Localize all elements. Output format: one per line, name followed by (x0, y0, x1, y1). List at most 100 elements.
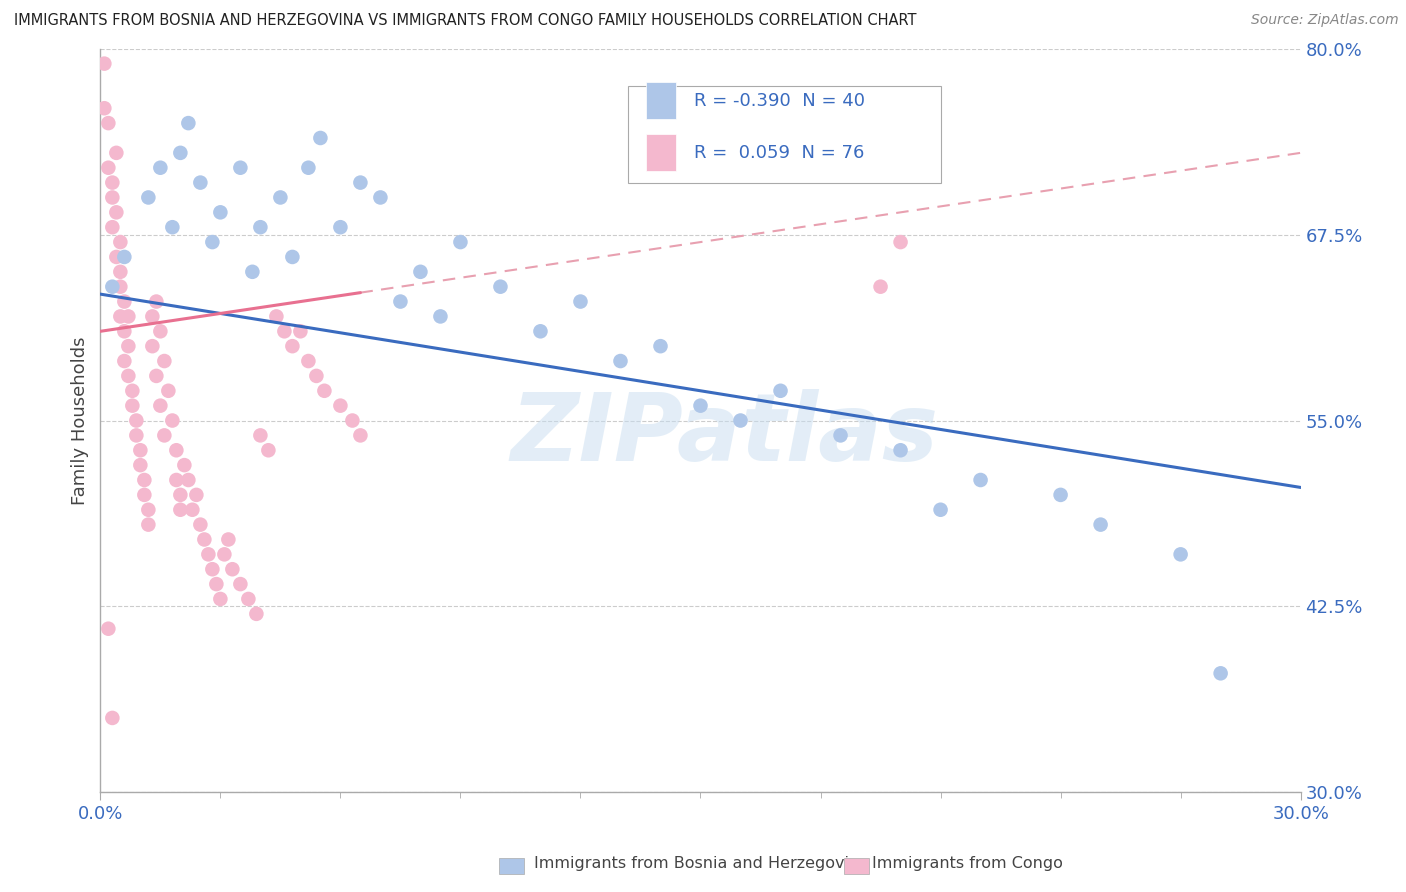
Point (149, 399, 172, 413)
FancyBboxPatch shape (647, 135, 676, 171)
Point (125, 428, 148, 442)
Point (134, 488, 156, 502)
Point (193, 533, 215, 547)
Point (281, 339, 304, 353)
Point (249, 428, 271, 442)
Point (138, 190, 160, 204)
Point (93, 56, 115, 70)
Point (97, 161, 120, 175)
Point (229, 577, 252, 591)
Point (869, 279, 891, 293)
Point (110, 265, 132, 279)
Point (449, 235, 471, 249)
Point (890, 443, 912, 458)
Point (214, 547, 236, 561)
Point (105, 250, 128, 264)
Point (309, 131, 332, 145)
Point (117, 368, 139, 383)
Point (569, 294, 592, 309)
Point (329, 220, 352, 235)
Point (1170, 547, 1192, 561)
Point (305, 368, 328, 383)
Point (112, 354, 135, 368)
Point (97, 116, 120, 130)
Point (389, 294, 412, 309)
Point (349, 176, 371, 190)
Point (429, 310, 451, 324)
Point (110, 235, 132, 249)
Point (134, 473, 156, 487)
Point (1209, 666, 1232, 681)
Y-axis label: Family Households: Family Households (72, 336, 89, 505)
Point (209, 205, 232, 219)
Point (117, 339, 139, 353)
Text: R =  0.059  N = 76: R = 0.059 N = 76 (695, 144, 865, 161)
Point (1049, 488, 1071, 502)
Point (489, 279, 512, 293)
Point (221, 562, 243, 576)
Point (529, 324, 551, 338)
Point (149, 161, 172, 175)
Point (245, 607, 267, 621)
Point (125, 413, 148, 427)
Point (165, 443, 187, 458)
Point (105, 145, 128, 160)
Point (730, 413, 752, 427)
Point (929, 502, 952, 516)
Point (297, 354, 319, 368)
Point (190, 176, 212, 190)
Point (162, 413, 184, 427)
Point (181, 502, 204, 516)
Point (129, 458, 152, 472)
Point (249, 220, 271, 235)
Point (342, 413, 364, 427)
Point (141, 339, 163, 353)
Point (314, 384, 336, 398)
Point (197, 547, 219, 561)
Point (177, 116, 200, 130)
Point (129, 443, 152, 458)
Point (101, 176, 124, 190)
Point (101, 220, 124, 235)
Point (153, 354, 176, 368)
Point (165, 473, 187, 487)
Point (112, 324, 135, 338)
Point (138, 502, 160, 516)
Text: Source: ZipAtlas.com: Source: ZipAtlas.com (1251, 13, 1399, 28)
Point (217, 533, 239, 547)
Point (769, 384, 792, 398)
Point (157, 384, 180, 398)
Text: Immigrants from Congo: Immigrants from Congo (872, 856, 1063, 871)
Point (689, 399, 711, 413)
Point (830, 428, 852, 442)
Point (890, 235, 912, 249)
Point (112, 294, 135, 309)
Point (177, 473, 200, 487)
Point (209, 591, 232, 606)
Point (205, 577, 228, 591)
Point (101, 279, 124, 293)
Point (110, 279, 132, 293)
Point (201, 235, 224, 249)
Text: ZIPatlas: ZIPatlas (510, 390, 939, 482)
Point (110, 310, 132, 324)
Point (153, 428, 176, 442)
Point (190, 517, 212, 532)
Point (101, 711, 124, 725)
Point (112, 250, 135, 264)
Point (105, 205, 128, 219)
Point (169, 502, 191, 516)
Point (269, 190, 291, 204)
Text: R = -0.390  N = 40: R = -0.390 N = 40 (695, 92, 866, 110)
Point (101, 190, 124, 204)
Point (141, 310, 163, 324)
Point (1090, 517, 1112, 532)
Point (273, 324, 295, 338)
Point (169, 145, 191, 160)
Point (266, 310, 288, 324)
Point (173, 458, 195, 472)
Point (370, 190, 392, 204)
Point (349, 428, 371, 442)
Point (145, 368, 167, 383)
Text: Immigrants from Bosnia and Herzegovina: Immigrants from Bosnia and Herzegovina (534, 856, 869, 871)
